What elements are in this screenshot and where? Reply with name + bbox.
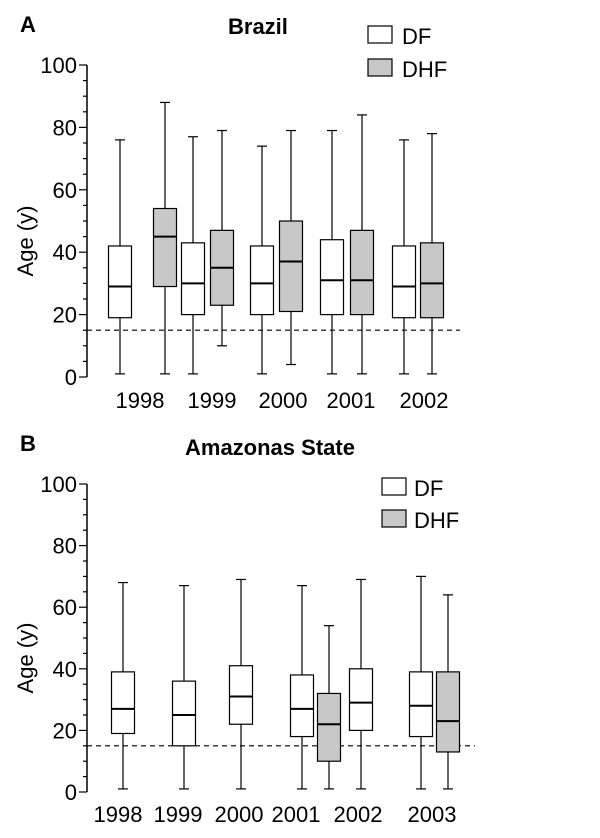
iqr-box [278,220,304,313]
iqr-box [319,239,345,316]
legend-label-df: DF [402,24,431,49]
box-plot-df-2003 [408,575,434,790]
iqr-box [391,245,417,319]
y-tick-label: 60 [53,595,77,620]
iqr-box [435,671,461,753]
box-plot-dhf-1998 [152,101,178,375]
panel-letter: B [20,431,36,456]
iqr-box [171,680,197,747]
y-tick-label: 60 [53,178,77,203]
x-tick-label: 2001 [272,802,321,827]
y-tick-label: 100 [40,53,77,78]
panel-a: A Brazil 0 20 40 60 80 100 Age (y) 1998 1999 2000… [13,12,460,413]
legend-swatch-df [381,477,407,496]
x-tick-label: 1999 [188,388,237,413]
box-plot-df-2000 [249,145,275,375]
iqr-box [289,674,315,738]
iqr-box [110,671,136,735]
iqr-box [249,245,275,316]
chart-svg-b: 0 20 40 60 80 100 Age (y) 1998 1999 2000 2001 2002 2… [13,472,475,827]
box-plot-dhf-2003 [435,594,461,790]
legend: DF DHF [367,24,447,82]
legend-label-df: DF [414,476,443,501]
y-tick-label: 80 [53,534,77,559]
chart-title: Brazil [228,14,288,39]
iqr-box [180,242,206,316]
iqr-box [107,245,133,319]
legend: DF DHF [381,476,459,533]
box-plot-df-2002 [391,139,417,375]
legend-swatch-dhf [367,58,393,77]
chart-title: Amazonas State [185,435,355,460]
box-plot-dhf-2001 [316,625,342,790]
y-tick-label: 20 [53,303,77,328]
y-tick-label: 80 [53,115,77,140]
x-tick-label: 2000 [259,388,308,413]
iqr-box [228,665,254,725]
iqr-box [152,207,178,288]
x-tick-label: 2003 [408,802,457,827]
panel-b: B Amazonas State 0 20 40 60 80 100 Age (y) 1998… [0,419,600,838]
x-tick-label: 1998 [94,802,143,827]
x-tick-label: 2000 [215,802,264,827]
box-plot-dhf-2001 [349,114,375,375]
legend-label-dhf: DHF [402,57,447,82]
y-axis-label: Age (y) [13,206,38,277]
box-plot-dhf-1999 [209,129,235,347]
y-tick-label: 40 [53,240,77,265]
y-tick-label: 0 [65,365,77,390]
iqr-box [316,692,342,762]
y-tick-label: 100 [40,472,77,497]
box-plot-df-2001 [289,585,315,790]
legend-swatch-dhf [381,509,407,528]
iqr-box [349,229,375,316]
y-tick-label: 20 [53,718,77,743]
box-plot-df-2000 [228,578,254,790]
box-plot-df-1999 [180,136,206,375]
panel-letter: A [20,12,36,37]
chart-svg-a: 0 20 40 60 80 100 Age (y) 1998 1999 2000 2001 2002 D… [13,24,460,413]
y-tick-label: 0 [65,780,77,805]
legend-label-dhf: DHF [414,508,459,533]
legend-swatch-df [367,25,393,44]
iqr-box [408,671,434,738]
box-plot-df-2002 [348,578,374,790]
iqr-box [419,242,445,319]
y-axis-label: Age (y) [13,623,38,694]
x-tick-label: 1999 [154,802,203,827]
box-plot-df-1999 [171,585,197,790]
box-plot-dhf-2002 [419,133,445,375]
x-tick-label: 1998 [116,388,165,413]
box-plot-df-2001 [319,129,345,375]
iqr-box [348,668,374,732]
box-plot-df-1998 [110,581,136,790]
box-plot-df-1998 [107,139,133,375]
y-tick-label: 40 [53,657,77,682]
x-tick-label: 2001 [327,388,376,413]
x-tick-label: 2002 [334,802,383,827]
x-tick-label: 2002 [400,388,449,413]
box-plot-dhf-2000 [278,129,304,366]
